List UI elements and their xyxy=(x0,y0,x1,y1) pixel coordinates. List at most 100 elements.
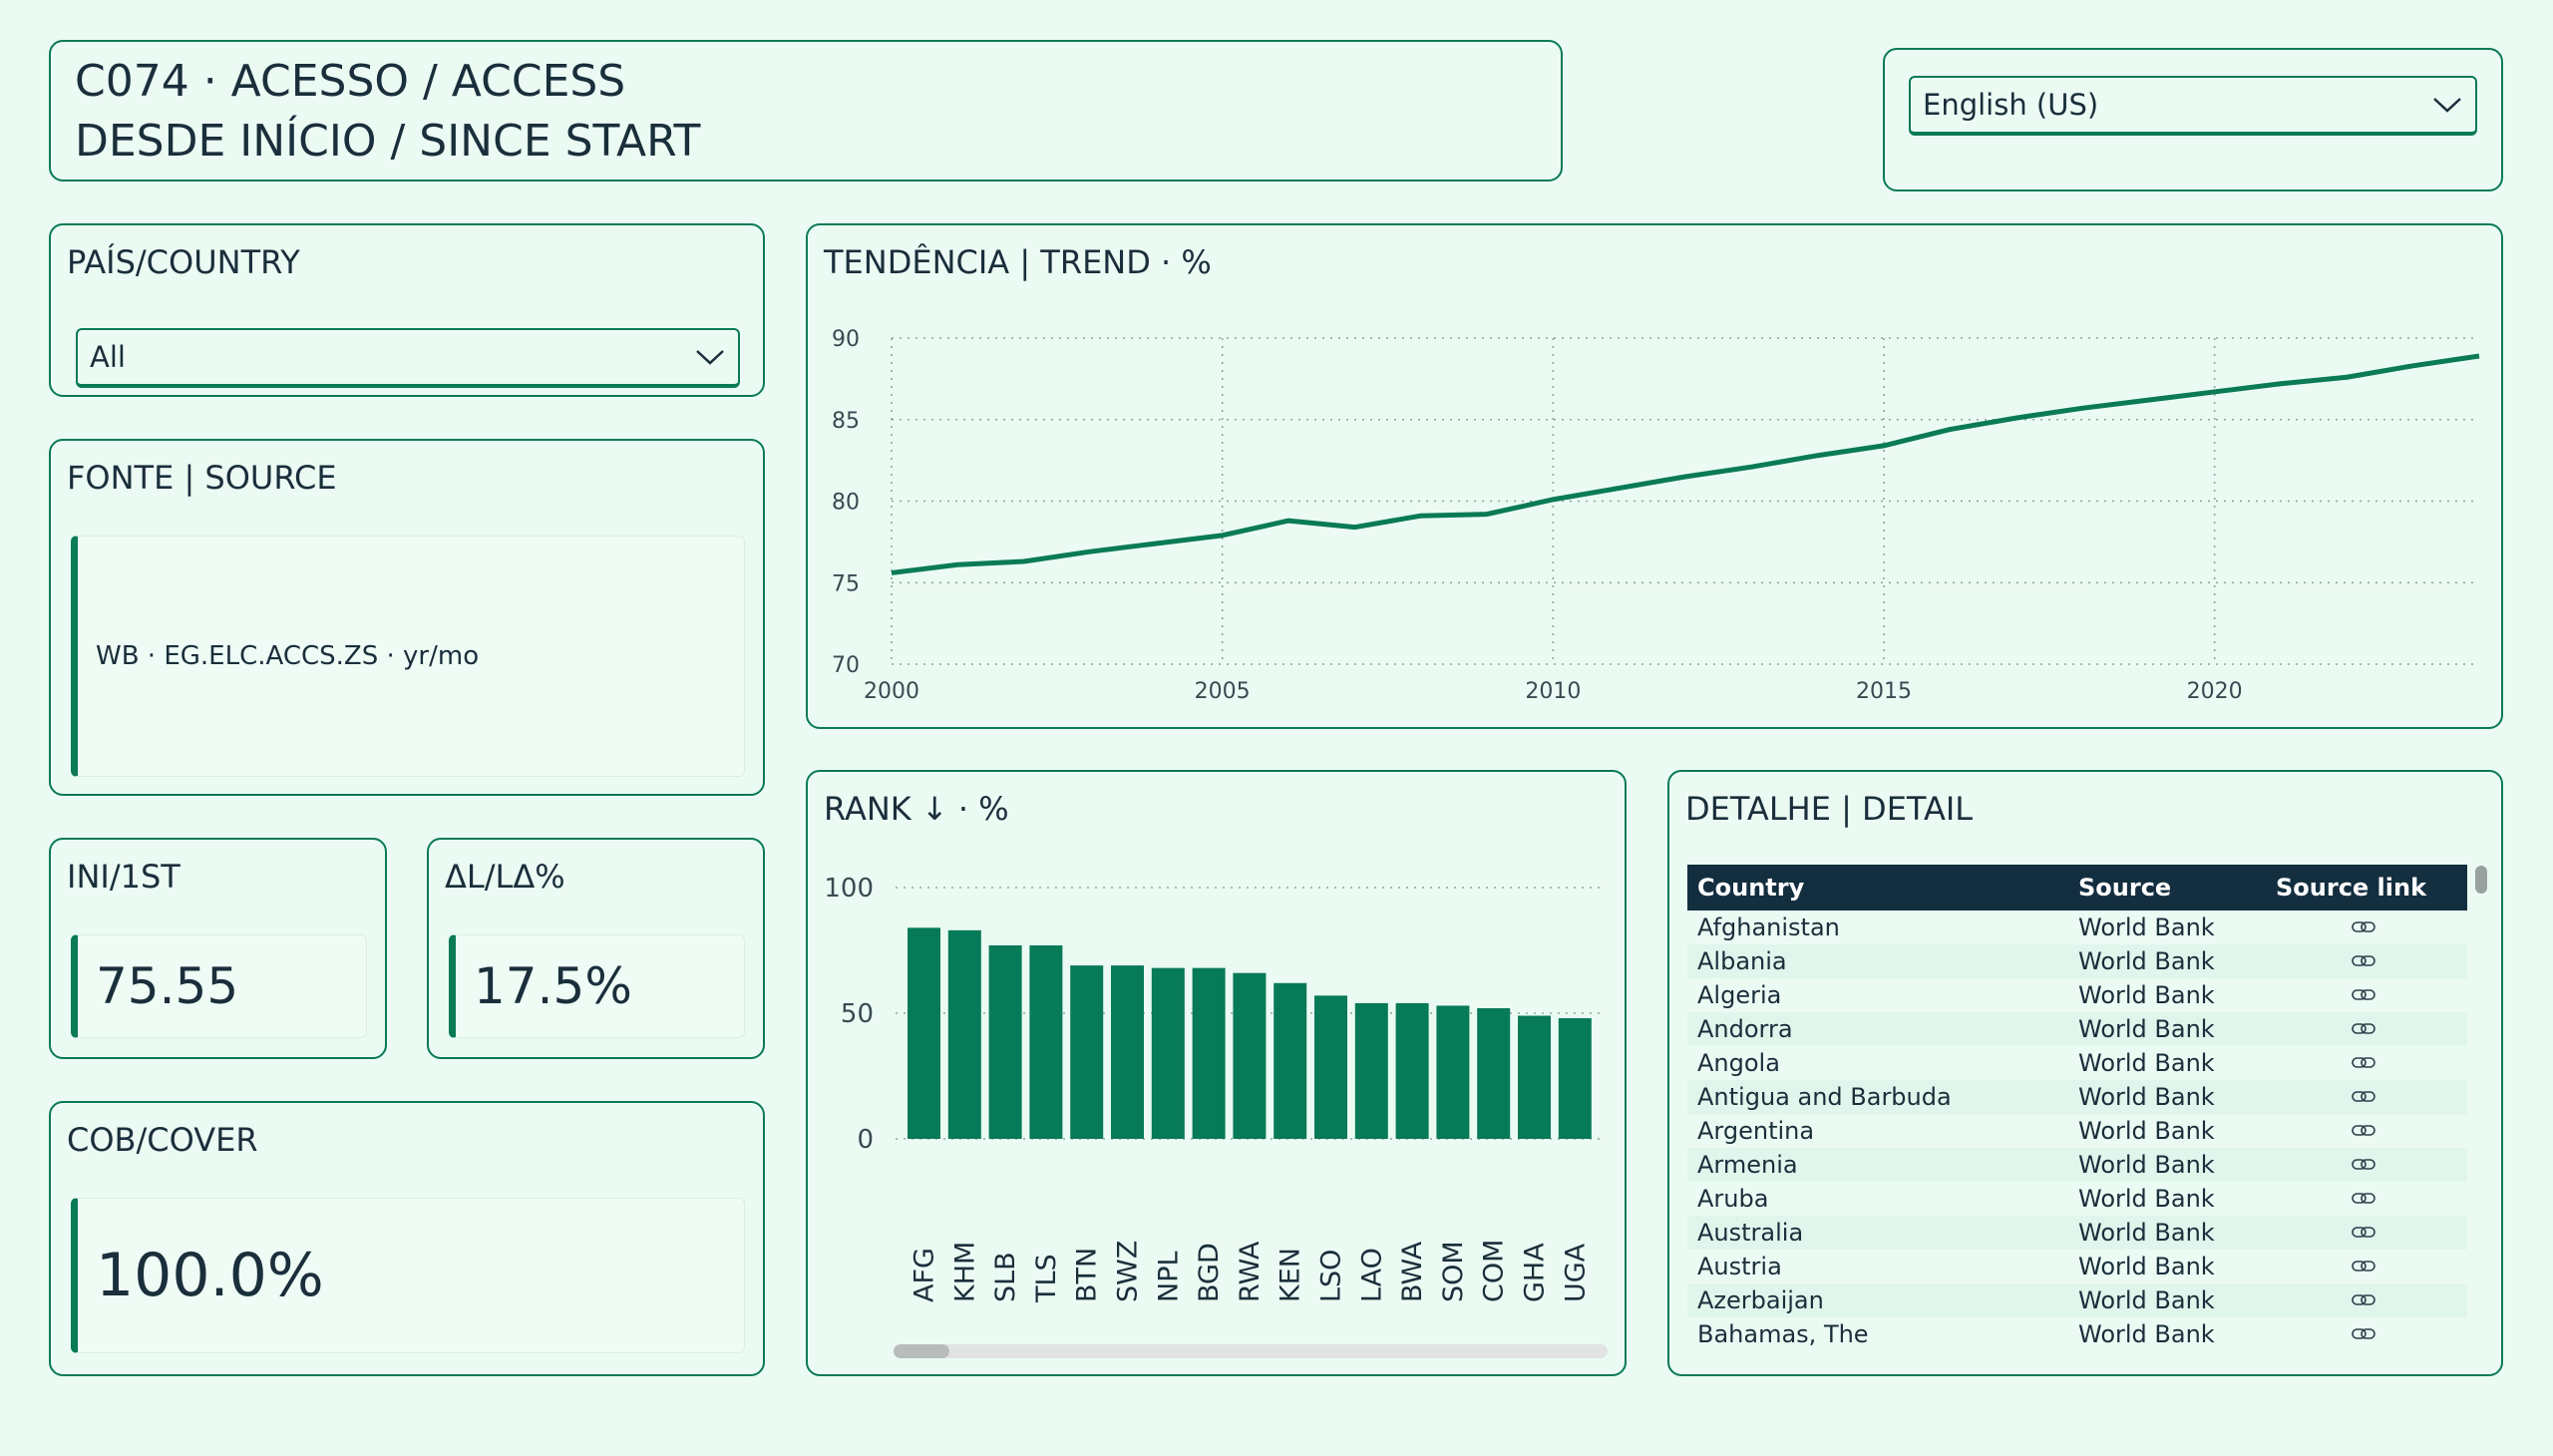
link-icon[interactable] xyxy=(2351,1292,2376,1308)
cell-country: Albania xyxy=(1697,947,1787,975)
link-icon[interactable] xyxy=(2351,1055,2376,1071)
table-row[interactable]: Angola World Bank xyxy=(1687,1046,2467,1080)
header-panel: C074 · ACESSO / ACCESS DESDE INÍCIO / SI… xyxy=(49,40,1563,182)
kpi-delta-card: 17.5% xyxy=(449,934,745,1038)
rank-scrollbar-thumb[interactable] xyxy=(894,1344,949,1358)
kpi-delta-value: 17.5% xyxy=(474,957,632,1015)
rank-bar[interactable] xyxy=(1029,944,1063,1139)
link-icon[interactable] xyxy=(2351,1326,2376,1342)
rank-y-tick-label: 100 xyxy=(824,874,874,904)
header-title-line2: DESDE INÍCIO / SINCE START xyxy=(75,116,701,167)
link-icon[interactable] xyxy=(2351,1123,2376,1139)
trend-panel: TENDÊNCIA | TREND · % 70 75 80 85 90 2000 2005… xyxy=(806,223,2503,729)
cell-source: World Bank xyxy=(2078,1151,2215,1179)
detail-scrollbar-thumb[interactable] xyxy=(2475,866,2487,894)
source-card: WB · EG.ELC.ACCS.ZS · yr/mo xyxy=(71,536,745,777)
cell-source: World Bank xyxy=(2078,1219,2215,1247)
country-select-value: All xyxy=(90,340,126,374)
header-title-line1: C074 · ACESSO / ACCESS xyxy=(75,56,626,107)
rank-x-tick-label: GHA xyxy=(1520,1243,1551,1302)
table-row[interactable]: Aruba World Bank xyxy=(1687,1182,2467,1216)
link-icon[interactable] xyxy=(2351,1089,2376,1105)
table-row[interactable]: Bahamas, The World Bank xyxy=(1687,1317,2467,1351)
cell-country: Afghanistan xyxy=(1697,913,1840,941)
table-row[interactable]: Azerbaijan World Bank xyxy=(1687,1283,2467,1317)
rank-bar[interactable] xyxy=(1111,965,1144,1139)
table-row[interactable]: Australia World Bank xyxy=(1687,1216,2467,1250)
table-row[interactable]: Austria World Bank xyxy=(1687,1250,2467,1283)
language-panel: English (US) xyxy=(1883,48,2503,191)
table-row[interactable]: Armenia World Bank xyxy=(1687,1148,2467,1182)
detail-title: DETALHE | DETAIL xyxy=(1685,790,1974,828)
kpi-first-card: 75.55 xyxy=(71,934,367,1038)
column-header-source[interactable]: Source xyxy=(2078,874,2172,902)
link-icon[interactable] xyxy=(2351,987,2376,1003)
cell-source: World Bank xyxy=(2078,1015,2215,1043)
rank-x-tick-label: SOM xyxy=(1438,1241,1469,1302)
table-row[interactable]: Algeria World Bank xyxy=(1687,978,2467,1012)
rank-bar[interactable] xyxy=(1151,967,1185,1139)
link-icon[interactable] xyxy=(2351,1259,2376,1274)
rank-bar[interactable] xyxy=(1518,1015,1551,1139)
country-select[interactable]: All xyxy=(76,328,740,388)
rank-chart: 0 50 100 AFG KHM SLB TLS BTN SWZ NPL BGD RWA KEN LSO L… xyxy=(824,874,1606,1303)
table-row[interactable]: Andorra World Bank xyxy=(1687,1012,2467,1046)
cell-country: Aruba xyxy=(1697,1185,1769,1213)
link-icon[interactable] xyxy=(2351,1021,2376,1037)
trend-series-line[interactable] xyxy=(891,353,2480,575)
rank-title: RANK ↓ · % xyxy=(824,790,1009,828)
country-filter-panel: PAÍS/COUNTRY All xyxy=(49,223,765,397)
link-icon[interactable] xyxy=(2351,1157,2376,1173)
rank-x-tick-label: BTN xyxy=(1072,1248,1103,1302)
rank-bar[interactable] xyxy=(908,927,940,1139)
rank-x-tick-label: KEN xyxy=(1276,1248,1306,1302)
cell-source: World Bank xyxy=(2078,947,2215,975)
kpi-first-value: 75.55 xyxy=(96,957,239,1015)
language-select[interactable]: English (US) xyxy=(1909,76,2477,136)
rank-bar[interactable] xyxy=(1354,1002,1388,1139)
detail-table-header: Country Source Source link xyxy=(1687,865,2467,910)
rank-bar[interactable] xyxy=(1274,982,1307,1139)
rank-x-tick-label: BWA xyxy=(1397,1241,1428,1302)
country-filter-title: PAÍS/COUNTRY xyxy=(67,243,300,281)
rank-scrollbar-track[interactable] xyxy=(894,1344,1608,1358)
rank-x-tick-label: NPL xyxy=(1153,1251,1184,1302)
rank-bar[interactable] xyxy=(1070,965,1104,1139)
column-header-source-link[interactable]: Source link xyxy=(2276,874,2427,902)
rank-bar[interactable] xyxy=(1314,995,1347,1139)
kpi-cover-title: COB/COVER xyxy=(67,1121,258,1159)
column-header-country[interactable]: Country xyxy=(1697,874,1805,902)
trend-chart: 70 75 80 85 90 2000 2005 2010 2015 2020 xyxy=(832,327,2480,704)
rank-x-tick-label: LSO xyxy=(1316,1250,1347,1302)
rank-bar[interactable] xyxy=(1233,972,1267,1139)
rank-bar[interactable] xyxy=(947,929,981,1139)
trend-y-tick-label: 80 xyxy=(832,491,860,516)
rank-x-tick-label: SWZ xyxy=(1113,1241,1144,1302)
kpi-cover-panel: COB/COVER 100.0% xyxy=(49,1101,765,1376)
rank-bar[interactable] xyxy=(988,944,1022,1139)
source-text: WB · EG.ELC.ACCS.ZS · yr/mo xyxy=(96,641,480,671)
cell-source: World Bank xyxy=(2078,981,2215,1009)
rank-bar[interactable] xyxy=(1558,1018,1592,1139)
link-icon[interactable] xyxy=(2351,919,2376,935)
cell-source: World Bank xyxy=(2078,1286,2215,1314)
cell-source: World Bank xyxy=(2078,1117,2215,1145)
trend-y-tick-label: 90 xyxy=(832,327,860,352)
link-icon[interactable] xyxy=(2351,1191,2376,1207)
rank-bar[interactable] xyxy=(1436,1005,1470,1139)
rank-x-tick-label: KHM xyxy=(949,1242,980,1302)
table-row[interactable]: Albania World Bank xyxy=(1687,944,2467,978)
rank-bar[interactable] xyxy=(1477,1007,1511,1139)
cell-country: Armenia xyxy=(1697,1151,1798,1179)
cell-country: Azerbaijan xyxy=(1697,1286,1824,1314)
kpi-delta-panel: ΔL/LΔ% 17.5% xyxy=(427,838,765,1059)
link-icon[interactable] xyxy=(2351,1225,2376,1241)
trend-x-tick-label: 2000 xyxy=(864,679,919,704)
table-row[interactable]: Antigua and Barbuda World Bank xyxy=(1687,1080,2467,1114)
link-icon[interactable] xyxy=(2351,953,2376,969)
rank-bar[interactable] xyxy=(1192,967,1226,1139)
table-row[interactable]: Afghanistan World Bank xyxy=(1687,910,2467,944)
rank-bar[interactable] xyxy=(1395,1002,1429,1139)
table-row[interactable]: Argentina World Bank xyxy=(1687,1114,2467,1148)
kpi-first-panel: INI/1ST 75.55 xyxy=(49,838,387,1059)
